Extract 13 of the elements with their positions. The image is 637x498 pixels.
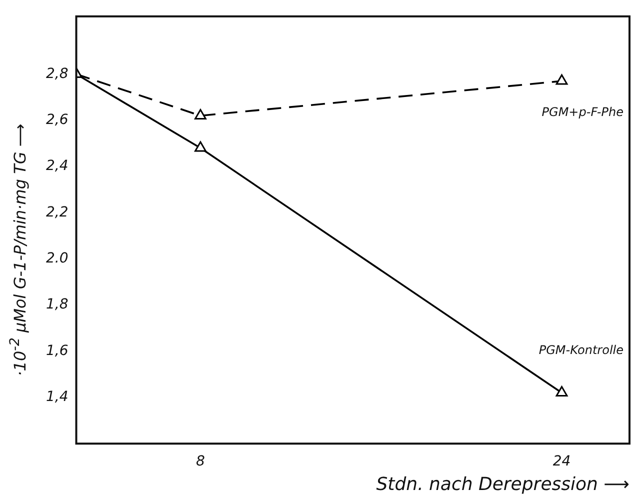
y-tick-label: 2,4: [46, 158, 68, 174]
y-tick-label: 2,6: [46, 112, 68, 128]
y-tick-label: 1,6: [46, 342, 68, 359]
y-tick-label: 2,8: [46, 66, 68, 82]
y-tick-label: 2,2: [46, 204, 68, 220]
y-tick-label: 1,8: [46, 296, 68, 313]
y-tick-label: 1,4: [46, 389, 68, 406]
x-tick-label: 8: [196, 454, 205, 470]
x-axis-title: Stdn. nach Derepression ⟶: [376, 474, 630, 495]
y-tick-label: 2.0: [46, 250, 68, 267]
series-label: PGM-Kontrolle: [538, 342, 624, 357]
series-label: PGM+p-F-Phe: [542, 105, 624, 120]
x-tick-label: 24: [552, 454, 571, 470]
